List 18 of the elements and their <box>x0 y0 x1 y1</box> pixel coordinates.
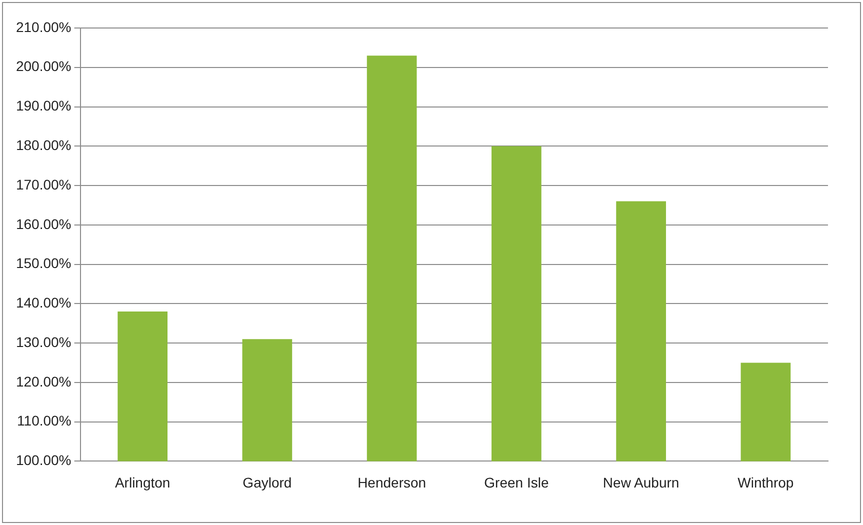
y-tick-label: 180.00% <box>16 137 72 154</box>
x-tick-label: Gaylord <box>242 474 292 490</box>
x-tick-label: Green Isle <box>484 474 549 490</box>
y-tick-label: 150.00% <box>16 255 72 272</box>
y-tick-label: 190.00% <box>16 98 72 114</box>
x-tick-label: Henderson <box>358 474 426 490</box>
y-tick-label: 120.00% <box>16 373 72 390</box>
x-tick-label: New Auburn <box>602 474 680 490</box>
y-tick-label: 200.00% <box>16 58 72 74</box>
y-tick-label: 130.00% <box>16 334 72 350</box>
y-tick-label: 170.00% <box>16 176 72 192</box>
y-tick-label: 140.00% <box>16 294 72 311</box>
y-tick-label: 160.00% <box>16 216 72 232</box>
x-tick-label: Arlington <box>114 474 170 490</box>
x-tick-label: Winthrop <box>738 474 794 490</box>
y-tick-label: 210.00% <box>16 18 72 35</box>
y-tick-label: 110.00% <box>17 412 72 429</box>
y-tick-label: 100.00% <box>16 452 72 468</box>
